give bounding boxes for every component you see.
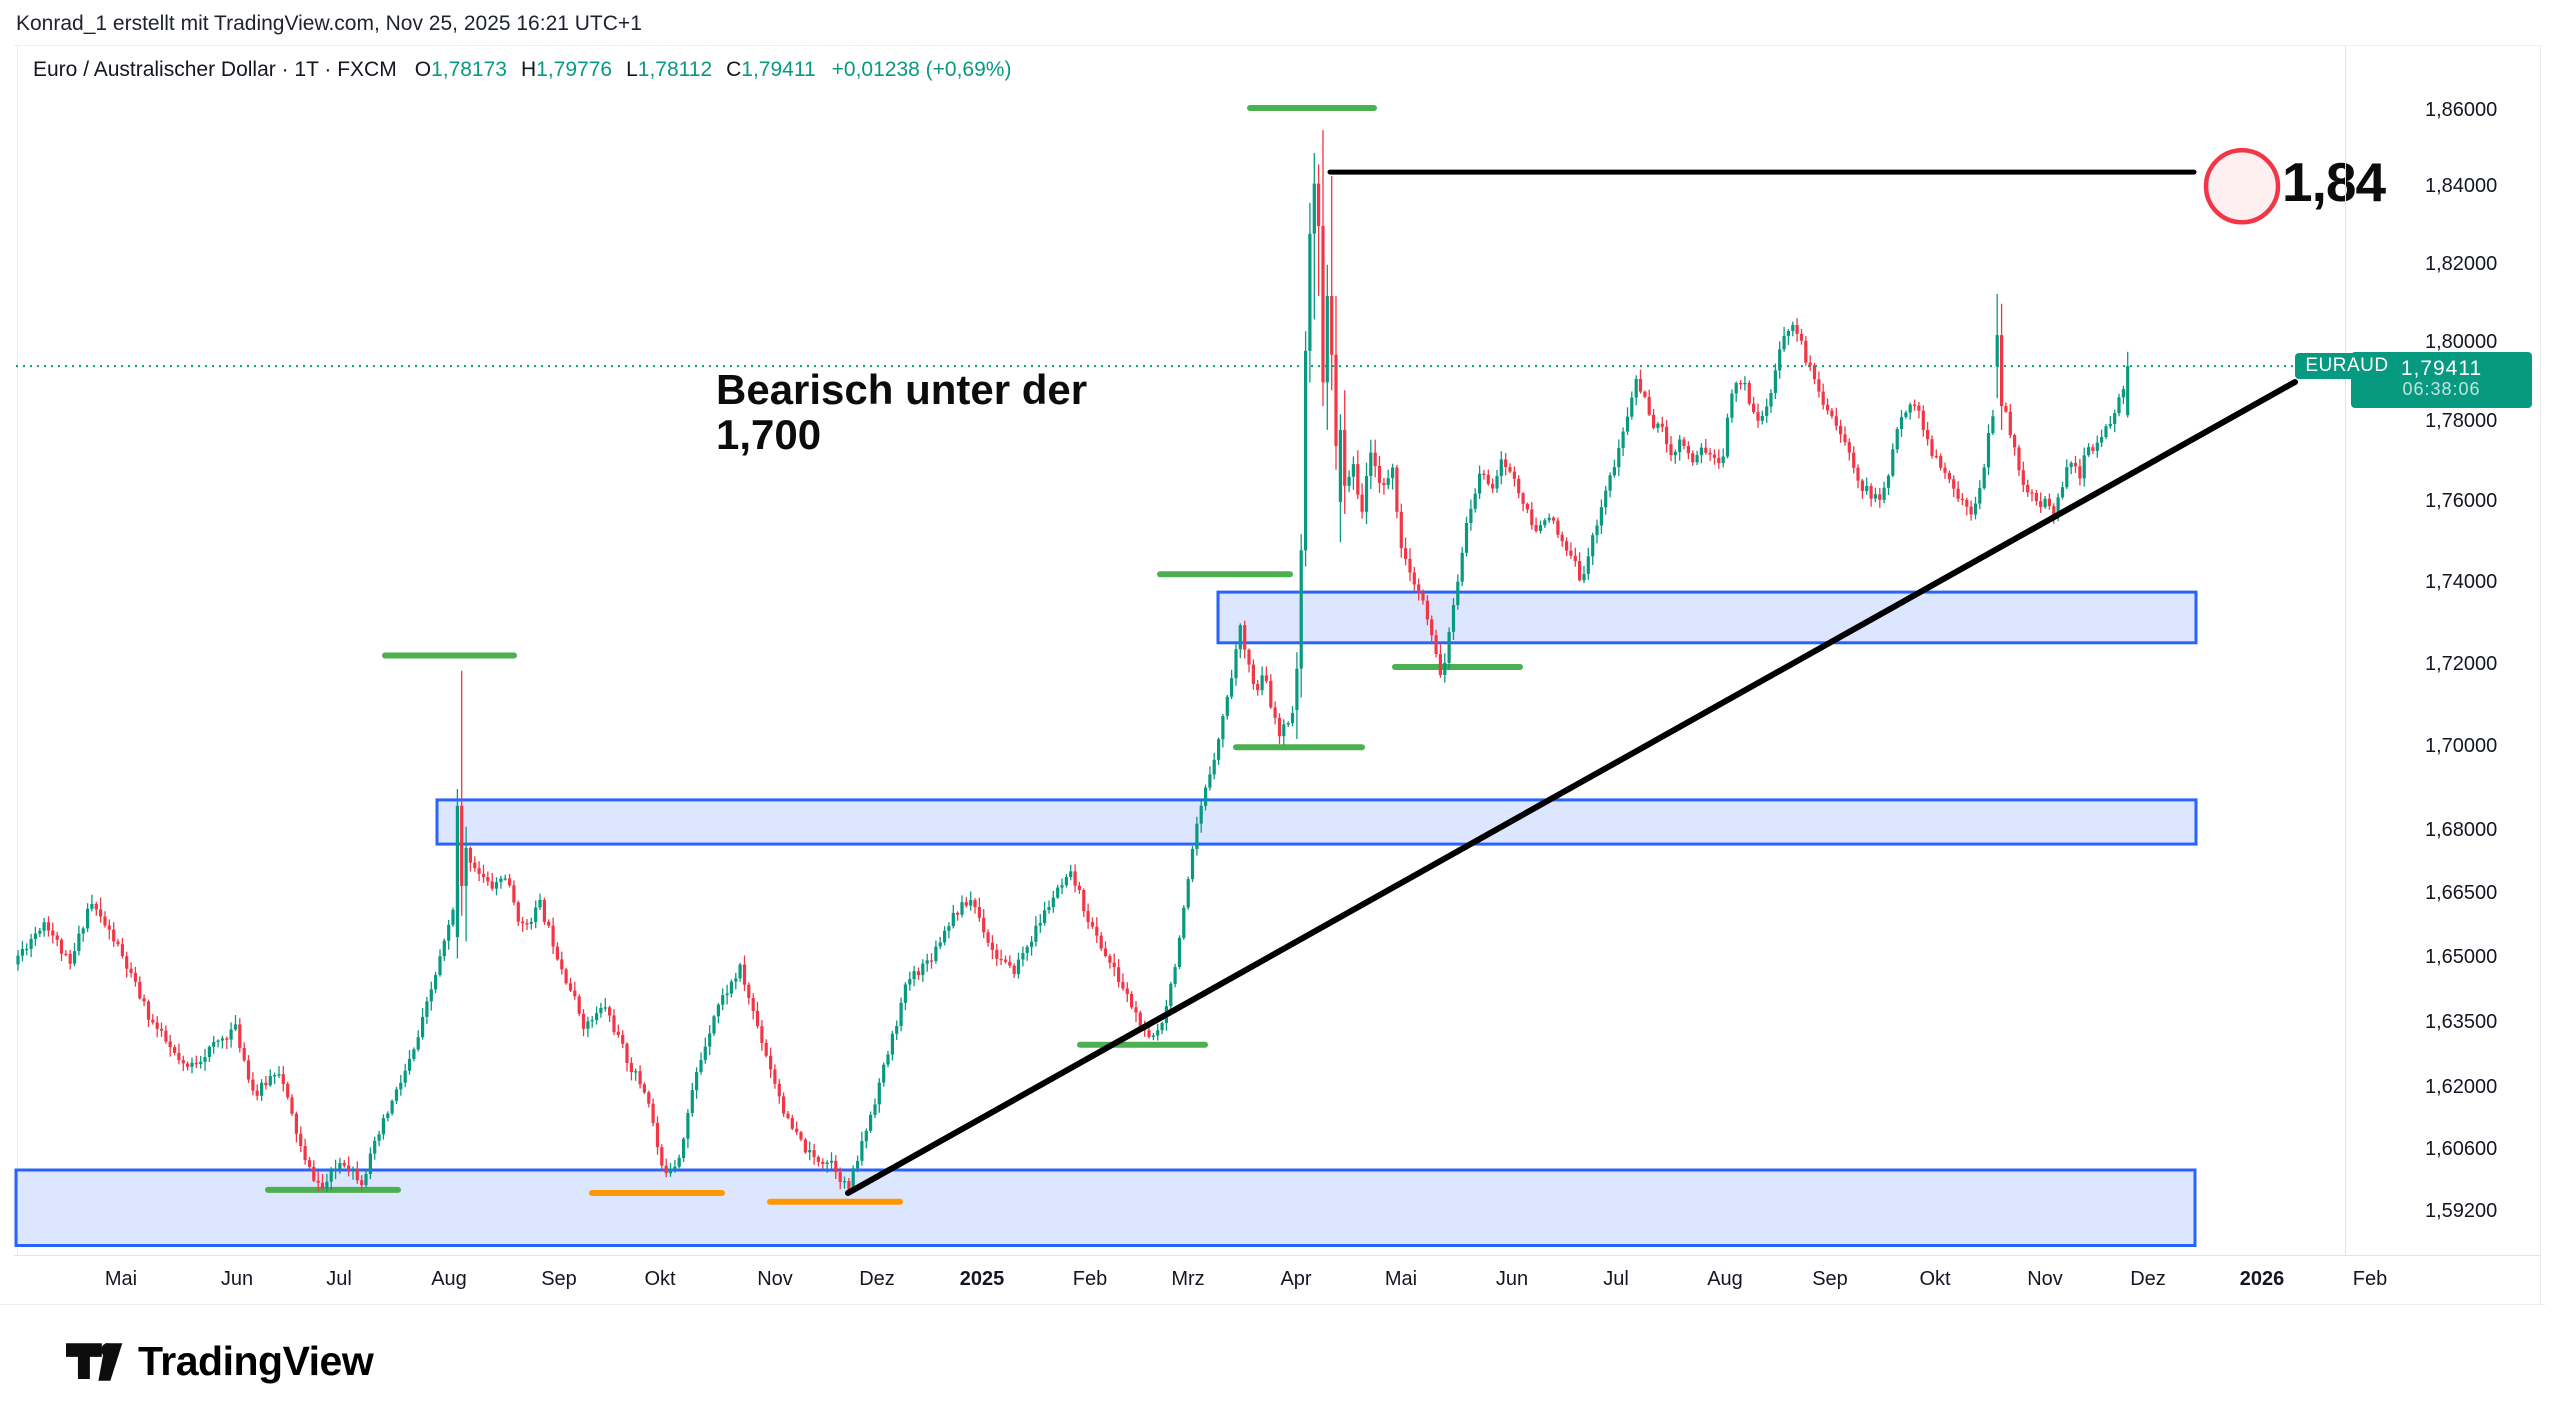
time-tick-2025: 2025 [959,1268,1005,1290]
chart-frame-right-border [2540,45,2541,1305]
time-tick-Okt: Okt [644,1268,676,1290]
time-tick-Sep: Sep [541,1268,577,1290]
tradingview-logo-text: TradingView [138,1338,374,1384]
symbol-legend[interactable]: Euro / Australischer Dollar · 1T · FXCM O… [33,58,1011,82]
time-axis-separator [14,1255,2541,1256]
candlestick-series [16,130,2130,1196]
price-tick-1,60600: 1,60600 [2425,1137,2498,1160]
ohlc-high: H1,79776 [520,58,613,81]
chart-frame-bottom-border [0,1304,2545,1305]
time-tick-Mai: Mai [104,1268,138,1290]
support-zone-upper[interactable] [1216,590,2198,645]
time-tick-Aug: Aug [1707,1268,1743,1290]
price-tick-1,76000: 1,76000 [2425,489,2498,512]
price-tick-1,74000: 1,74000 [2425,570,2498,593]
price-tick-1,63500: 1,63500 [2425,1011,2498,1034]
chart-frame-top-border [14,45,2542,46]
ohlc-low: L1,78112 [626,58,713,81]
ohlc-close: C1,79411 [726,58,816,81]
time-tick-Jun: Jun [220,1268,254,1290]
ascending-trendline[interactable] [845,379,2298,1196]
time-tick-Nov: Nov [2027,1268,2063,1290]
attribution-text: Konrad_1 erstellt mit TradingView.com, N… [16,12,642,35]
price-tick-1,72000: 1,72000 [2425,652,2498,675]
price-tick-1,62000: 1,62000 [2425,1076,2498,1099]
symbol-price-badge: EURAUD [2295,353,2399,380]
price-tick-1,86000: 1,86000 [2425,99,2498,121]
price-tick-1,70000: 1,70000 [2425,735,2498,758]
price-tick-1,65000: 1,65000 [2425,946,2498,969]
support-zone-middle[interactable] [435,798,2198,846]
time-tick-Feb: Feb [2352,1268,2388,1290]
price-tick-1,68000: 1,68000 [2425,819,2498,841]
last-price-value: 1,79411 [2400,357,2483,381]
time-tick-2026: 2026 [2239,1268,2285,1290]
time-tick-Okt: Okt [1919,1268,1951,1290]
support-zone-lower[interactable] [14,1168,2197,1247]
price-tick-1,66500: 1,66500 [2425,882,2498,905]
last-price-box: 1,79411 06:38:06 [2351,352,2532,409]
price-tick-1,59200: 1,59200 [2425,1199,2498,1222]
price-tick-1,82000: 1,82000 [2425,252,2498,275]
analysis-note-drawing[interactable]: Bearisch unter der 1,700 [716,366,1088,458]
time-tick-Jul: Jul [326,1268,352,1290]
time-tick-Mrz: Mrz [1171,1268,1205,1290]
circle-marker-1-84[interactable] [2203,148,2281,225]
time-axis[interactable]: Mai Jun Jul Aug Sep Okt Nov Dez 2025 Feb Mrz Apr Mai… [0,1262,2560,1302]
time-tick-Sep: Sep [1812,1268,1848,1290]
price-tick-1,80000: 1,80000 [2425,330,2498,353]
price-axis-separator [2345,45,2346,1255]
ohlc-open: O1,78173 [414,58,507,81]
tradingview-logo-icon [66,1342,123,1381]
time-tick-Feb: Feb [1072,1268,1108,1290]
footer-branding[interactable]: TradingView [66,1338,374,1385]
time-tick-Mai: Mai [1384,1268,1418,1290]
price-tick-1,78000: 1,78000 [2425,409,2498,432]
time-tick-Dez: Dez [859,1268,895,1290]
price-tick-1,84000: 1,84000 [2425,175,2498,198]
bar-countdown: 06:38:06 [2402,379,2481,400]
time-tick-Aug: Aug [431,1268,467,1290]
level-1-84-label[interactable]: 1,84 [2282,151,2386,213]
time-tick-Jul: Jul [1603,1268,1629,1290]
time-tick-Nov: Nov [757,1268,793,1290]
time-tick-Jun: Jun [1495,1268,1529,1290]
analysis-note-line1: Bearisch unter der [716,366,1088,413]
symbol-title: Euro / Australischer Dollar · 1T · FXCM [33,58,397,81]
chart-frame-left-border [17,45,18,1255]
analysis-note-line2: 1,700 [716,410,822,458]
price-axis[interactable]: 1,79411 06:38:06 1,86000 1,84000 1,82000 1,… [2345,45,2560,1255]
price-change: +0,01238 (+0,69%) [831,58,1012,81]
time-tick-Apr: Apr [1280,1268,1312,1290]
time-tick-Dez: Dez [2130,1268,2166,1290]
